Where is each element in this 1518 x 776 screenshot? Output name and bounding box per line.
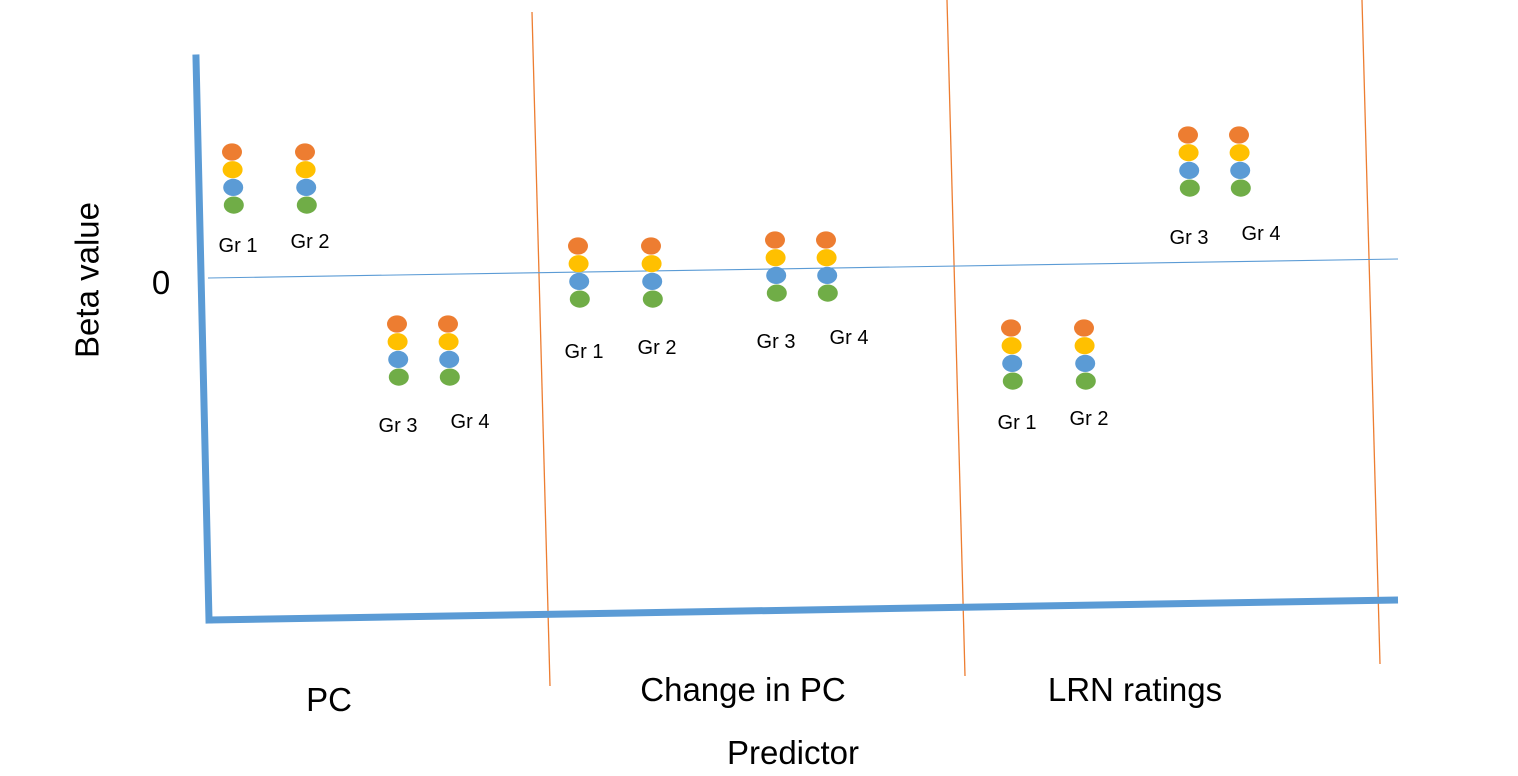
dot-orange [765,231,785,249]
group-label: Gr 2 [1070,408,1109,430]
group-label: Gr 2 [638,337,677,359]
dot-blue [223,178,244,196]
x-axis [208,596,1399,624]
dot-orange [641,237,661,255]
dot-blue [817,266,838,284]
dot-orange [1001,319,1021,337]
dot-orange [295,143,315,161]
group-2-2: Gr 2 [638,237,677,359]
panel-label-change-in-pc: Change in PC [640,671,845,708]
x-axis-label: Predictor [727,734,859,771]
group-3-2: Gr 2 [1070,319,1109,430]
group-1-2: Gr 2 [291,143,330,253]
dot-orange [387,315,407,333]
group-label: Gr 4 [1242,223,1281,245]
dot-yellow [222,161,243,179]
group-2-1: Gr 1 [565,237,604,363]
dot-blue [1075,354,1096,372]
group-1-4: Gr 4 [438,315,489,433]
dot-yellow [295,161,316,179]
dot-green [1075,372,1096,390]
zero-label: 0 [152,264,170,301]
dot-blue [1002,354,1023,372]
group-label: Gr 2 [291,231,330,253]
dot-blue [569,272,590,290]
dot-blue [1230,161,1251,179]
dot-orange [1178,126,1198,144]
dot-yellow [1178,144,1199,162]
divider-line-3 [1361,0,1381,665]
dot-blue [439,350,460,368]
group-label: Gr 4 [830,327,869,349]
group-label: Gr 4 [451,411,490,433]
dot-blue [766,266,787,284]
dot-yellow [1229,144,1250,162]
dot-yellow [641,255,662,273]
group-label: Gr 1 [998,412,1037,434]
group-label: Gr 3 [379,415,418,437]
y-axis [192,54,213,624]
dot-yellow [816,249,837,267]
divider-line-2 [946,0,966,677]
group-2-4: Gr 4 [816,231,868,349]
divider-line-1 [531,11,551,687]
zero-line [207,258,1399,279]
dot-yellow [1074,337,1095,355]
dot-yellow [387,333,408,351]
dot-green [296,196,317,214]
panel-label-lrn-ratings: LRN ratings [1048,671,1222,708]
dot-orange [438,315,458,333]
dot-yellow [438,333,459,351]
dot-blue [296,178,317,196]
y-axis-label: Beta value [69,202,106,358]
dot-green [1179,179,1200,197]
dot-yellow [1001,337,1022,355]
group-1-1: Gr 1 [219,143,258,257]
dot-green [388,368,409,386]
dot-yellow [765,249,786,267]
dot-green [817,284,838,302]
dot-orange [1229,126,1249,144]
group-2-3: Gr 3 [757,231,796,353]
dot-orange [1074,319,1094,337]
dot-green [223,196,244,214]
dot-orange [222,143,242,161]
group-3-3: Gr 3 [1170,126,1209,249]
group-3-4: Gr 4 [1229,126,1280,245]
group-3-1: Gr 1 [998,319,1037,434]
group-label: Gr 3 [1170,227,1209,249]
dot-green [1230,179,1251,197]
dot-green [439,368,460,386]
panel-label-pc: PC [306,681,352,718]
dot-green [1002,372,1023,390]
dot-blue [642,272,663,290]
dot-blue [388,350,409,368]
dot-green [569,290,590,308]
group-1-3: Gr 3 [379,315,418,437]
dot-orange [816,231,836,249]
dot-green [642,290,663,308]
dot-green [766,284,787,302]
dot-yellow [568,255,589,273]
group-label: Gr 1 [219,235,258,257]
group-label: Gr 3 [757,331,796,353]
dot-blue [1179,161,1200,179]
group-dot-stacks: Gr 1 Gr 2 Gr 3 Gr 4 Gr 1 Gr 2 Gr 3 Gr 4 Gr 1 Gr 2… [219,126,1280,437]
group-label: Gr 1 [565,341,604,363]
dot-orange [568,237,588,255]
